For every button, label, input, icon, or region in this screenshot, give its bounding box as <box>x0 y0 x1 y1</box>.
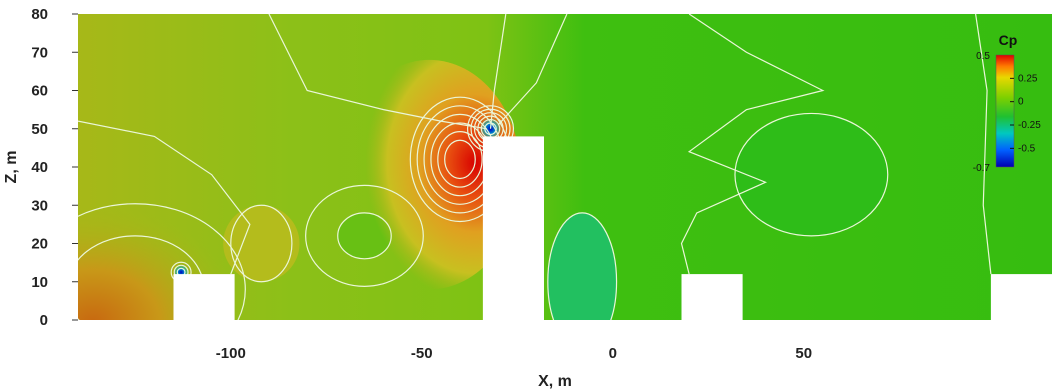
contour-wake-boundary <box>680 14 825 275</box>
colorbar-legend: Cp 0.5 -0.7 0.25 0 -0.25 -0.5 <box>973 32 1041 174</box>
colorbar-major-label: 0.5 <box>976 51 990 62</box>
colorbar-minor-label: 0 <box>1018 97 1024 108</box>
x-axis-label: X, m <box>538 373 572 390</box>
y-tick-label: 20 <box>31 236 48 253</box>
contour-streamline-top2 <box>497 14 568 126</box>
y-tick-label: 30 <box>31 197 48 214</box>
contour-wake-right <box>734 112 889 237</box>
colorbar-minor-label: 0.25 <box>1018 73 1038 84</box>
building-1 <box>173 274 235 320</box>
x-tick-label: 0 <box>609 345 617 362</box>
y-axis-label: Z, m <box>3 151 20 184</box>
contour-stagnation <box>444 139 476 180</box>
x-tick-label: -50 <box>411 345 433 362</box>
contour-left-boundary <box>78 120 251 275</box>
y-tick-label: 70 <box>31 44 48 61</box>
y-axis-ticks: 0 10 20 30 40 50 60 70 80 <box>31 6 78 329</box>
contour-center <box>305 184 424 287</box>
building-3 <box>681 274 743 320</box>
contour-streamline-top <box>489 14 507 129</box>
buildings <box>173 136 1052 320</box>
contour-left-mid <box>230 204 293 283</box>
contour-upper-arc <box>268 14 487 130</box>
contour-stagnation <box>437 131 483 188</box>
contour-left <box>78 203 246 320</box>
x-tick-label: -100 <box>216 345 246 362</box>
colorbar-minor-label: -0.5 <box>1018 143 1036 154</box>
x-axis-ticks: -100 -50 0 50 <box>216 345 812 362</box>
contour-wake <box>547 212 618 320</box>
y-tick-label: 80 <box>31 6 48 23</box>
colorbar-gradient <box>995 54 1015 168</box>
colorbar-major-label: -0.7 <box>973 163 991 174</box>
moderate-zone <box>223 205 300 282</box>
wake-zone <box>547 212 617 320</box>
pressure-field <box>78 14 1052 320</box>
y-tick-label: 50 <box>31 121 48 138</box>
y-tick-label: 60 <box>31 83 48 100</box>
colorbar-title: Cp <box>999 32 1018 48</box>
y-tick-label: 0 <box>40 312 48 329</box>
building-2 <box>482 136 544 320</box>
colorbar-minor-label: -0.25 <box>1018 120 1041 131</box>
wake-zone-right <box>734 113 888 236</box>
building-4 <box>990 274 1052 320</box>
y-tick-label: 10 <box>31 274 48 291</box>
contour-center <box>337 212 392 260</box>
contour-right-boundary <box>975 14 992 275</box>
x-tick-label: 50 <box>795 345 812 362</box>
y-tick-label: 40 <box>31 159 48 176</box>
